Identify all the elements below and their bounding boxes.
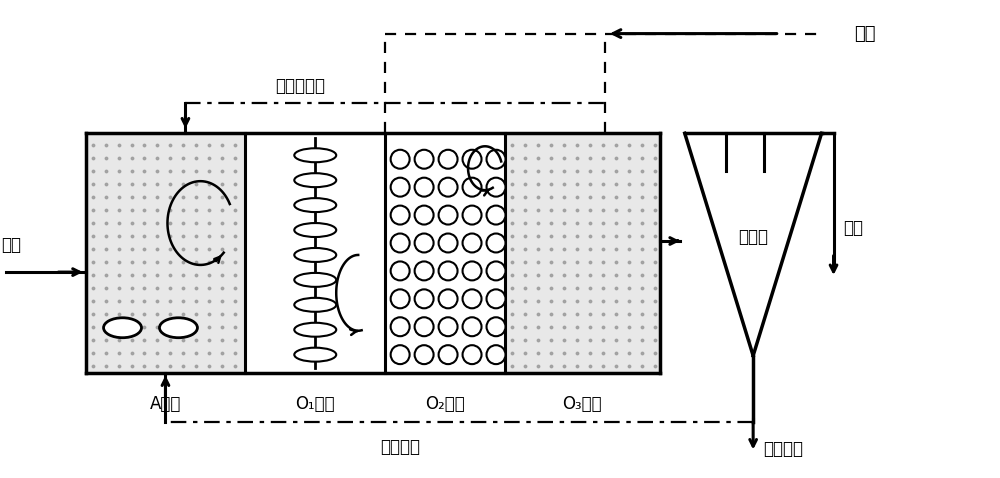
Ellipse shape bbox=[294, 198, 336, 212]
Circle shape bbox=[415, 206, 434, 225]
Ellipse shape bbox=[294, 173, 336, 187]
Circle shape bbox=[391, 234, 410, 252]
Circle shape bbox=[487, 178, 505, 196]
Text: 剩余污泥: 剩余污泥 bbox=[763, 440, 803, 458]
Circle shape bbox=[415, 317, 434, 336]
Text: 进水: 进水 bbox=[1, 236, 21, 254]
Circle shape bbox=[487, 345, 505, 364]
Circle shape bbox=[487, 289, 505, 308]
Text: O₁单元: O₁单元 bbox=[295, 394, 335, 413]
Text: O₃单元: O₃单元 bbox=[563, 394, 602, 413]
Circle shape bbox=[439, 234, 458, 252]
Text: 混合液回流: 混合液回流 bbox=[275, 77, 325, 96]
Circle shape bbox=[463, 234, 482, 252]
Circle shape bbox=[391, 178, 410, 196]
Circle shape bbox=[439, 150, 458, 169]
Circle shape bbox=[487, 150, 505, 169]
Circle shape bbox=[391, 289, 410, 308]
Text: 污泥回流: 污泥回流 bbox=[380, 438, 420, 456]
Circle shape bbox=[415, 289, 434, 308]
Circle shape bbox=[391, 317, 410, 336]
Circle shape bbox=[487, 261, 505, 281]
Circle shape bbox=[415, 345, 434, 364]
Ellipse shape bbox=[294, 273, 336, 287]
Circle shape bbox=[439, 345, 458, 364]
Circle shape bbox=[391, 261, 410, 281]
Ellipse shape bbox=[294, 323, 336, 337]
Text: 空气: 空气 bbox=[855, 24, 876, 43]
Ellipse shape bbox=[104, 318, 141, 338]
Circle shape bbox=[415, 178, 434, 196]
Bar bbox=[86, 133, 245, 373]
Circle shape bbox=[487, 234, 505, 252]
Circle shape bbox=[463, 261, 482, 281]
Ellipse shape bbox=[294, 248, 336, 262]
Circle shape bbox=[463, 206, 482, 225]
Circle shape bbox=[487, 317, 505, 336]
Circle shape bbox=[391, 206, 410, 225]
Circle shape bbox=[415, 261, 434, 281]
Text: 出水: 出水 bbox=[844, 219, 864, 237]
Ellipse shape bbox=[294, 348, 336, 362]
Circle shape bbox=[463, 345, 482, 364]
Text: 二沉池: 二沉池 bbox=[738, 228, 768, 246]
Text: A单元: A单元 bbox=[150, 394, 181, 413]
Bar bbox=[505, 133, 660, 373]
Circle shape bbox=[415, 150, 434, 169]
Circle shape bbox=[415, 234, 434, 252]
Circle shape bbox=[439, 317, 458, 336]
Circle shape bbox=[439, 206, 458, 225]
Circle shape bbox=[391, 345, 410, 364]
Circle shape bbox=[463, 178, 482, 196]
Circle shape bbox=[463, 289, 482, 308]
Text: O₂单元: O₂单元 bbox=[425, 394, 465, 413]
Circle shape bbox=[487, 206, 505, 225]
Ellipse shape bbox=[294, 148, 336, 162]
Circle shape bbox=[463, 150, 482, 169]
Circle shape bbox=[439, 261, 458, 281]
Ellipse shape bbox=[294, 223, 336, 237]
Ellipse shape bbox=[159, 318, 197, 338]
Ellipse shape bbox=[294, 298, 336, 312]
Circle shape bbox=[439, 178, 458, 196]
Circle shape bbox=[439, 289, 458, 308]
Circle shape bbox=[463, 317, 482, 336]
Circle shape bbox=[391, 150, 410, 169]
